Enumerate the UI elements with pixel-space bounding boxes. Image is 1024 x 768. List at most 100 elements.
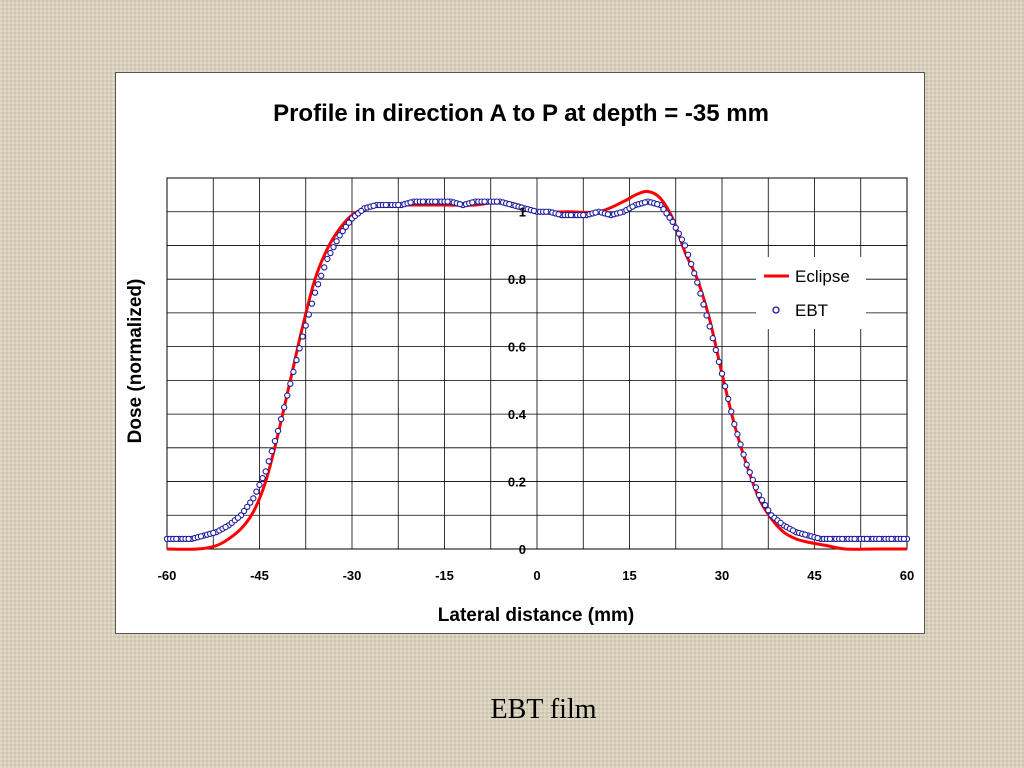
legend: Eclipse EBT (756, 257, 866, 329)
ebt-marker (555, 211, 562, 218)
x-tick-label: -45 (250, 568, 269, 583)
ebt-point (287, 380, 294, 387)
grid (166, 177, 908, 550)
ebt-point (262, 468, 269, 475)
ebt-marker (469, 199, 476, 206)
ebt-marker (749, 476, 756, 484)
ebt-point (743, 461, 750, 468)
y-axis-label: Dose (normalized) (125, 279, 146, 444)
x-axis-label: Lateral distance (mm) (438, 605, 634, 626)
ebt-marker (672, 224, 679, 231)
ebt-marker (247, 499, 254, 506)
ebt-marker (826, 535, 834, 543)
ebt-marker (358, 207, 365, 215)
ebt-point (336, 232, 343, 239)
ebt-marker (265, 458, 272, 465)
ebt-marker (666, 214, 673, 221)
ebt-marker (327, 249, 334, 257)
legend-ebt-swatch (772, 306, 780, 314)
chart-frame: Profile in direction A to P at depth = -… (115, 72, 925, 634)
y-tick-label: 0.2 (508, 475, 526, 490)
x-tick-label: -60 (158, 568, 177, 583)
ebt-marker (700, 301, 707, 308)
ebt-marker (721, 383, 729, 390)
ebt-marker (604, 211, 612, 218)
ebt-marker (777, 519, 784, 527)
ebt-marker (253, 488, 260, 495)
ebt-marker (629, 203, 636, 210)
ebt-marker (678, 236, 686, 243)
ebt-marker (302, 322, 309, 329)
ebt-marker (654, 200, 661, 208)
ebt-marker (370, 202, 377, 209)
ebt-marker (888, 535, 895, 543)
ebt-marker (333, 238, 340, 245)
y-tick-label: 1 (519, 205, 526, 220)
ebt-marker (543, 208, 550, 215)
ebt-marker (256, 481, 263, 489)
ebt-marker (419, 198, 427, 205)
ebt-marker (839, 535, 846, 543)
ebt-marker (314, 281, 322, 288)
legend-box (756, 257, 866, 329)
ebt-point (681, 242, 689, 249)
y-tick-label: 0 (519, 542, 526, 557)
ebt-marker (173, 535, 180, 543)
ebt-marker (506, 200, 513, 208)
ebt-marker (493, 198, 501, 205)
legend-ebt-label: EBT (795, 301, 828, 320)
ebt-marker (210, 529, 217, 537)
ebt-marker (456, 200, 464, 208)
ebt-marker (641, 199, 649, 206)
ebt-marker (703, 312, 710, 319)
ebt-marker (709, 335, 716, 342)
ebt-marker (691, 270, 698, 277)
ebt-marker (758, 496, 766, 504)
ebt-marker (580, 211, 587, 219)
tick-labels: -60 -45 -30 -15 0 15 30 45 60 0 0.2 0.4 0.6 0.8 1 (158, 205, 915, 583)
ebt-marker (675, 230, 682, 237)
ebt-marker (712, 346, 719, 354)
ebt-marker (284, 392, 291, 399)
ebt-point (324, 255, 331, 263)
ebt-marker (277, 415, 285, 423)
ebt-marker (684, 251, 692, 258)
ebt-marker (308, 300, 316, 307)
x-tick-label: 0 (533, 568, 540, 583)
ebt-marker (725, 395, 732, 403)
ebt-point (694, 279, 701, 286)
ebt-marker (863, 535, 871, 543)
ebt-marker (318, 272, 325, 279)
ebt-marker (518, 204, 525, 211)
ebt-point (755, 491, 763, 499)
ebt-point (250, 495, 257, 502)
x-tick-label: 30 (715, 568, 729, 583)
ebt-marker (752, 484, 760, 491)
chart-title: Profile in direction A to P at depth = -… (273, 100, 769, 127)
ebt-marker (746, 469, 753, 476)
ebt-marker (281, 404, 288, 411)
ebt-marker (234, 514, 242, 521)
ebt-marker (876, 535, 883, 543)
ebt-marker (617, 209, 624, 216)
ebt-marker (734, 431, 741, 438)
legend-eclipse-label: Eclipse (795, 267, 850, 286)
ebt-marker (185, 535, 192, 543)
ebt-marker (432, 198, 439, 205)
ebt-marker (296, 345, 303, 352)
ebt-marker (762, 502, 769, 509)
ebt-marker (382, 201, 390, 209)
ebt-marker (271, 437, 279, 445)
y-tick-label: 0.4 (508, 407, 527, 422)
ebt-marker (444, 198, 451, 205)
ebt-point (274, 427, 282, 435)
ebt-marker (737, 441, 744, 448)
ebt-marker (339, 227, 346, 235)
ebt-marker (197, 533, 205, 540)
ebt-marker (345, 219, 353, 226)
ebt-point (299, 333, 306, 340)
ebt-marker (268, 448, 275, 455)
y-tick-label: 0.8 (508, 272, 526, 287)
ebt-marker (305, 311, 312, 318)
x-tick-label: 15 (622, 568, 636, 583)
